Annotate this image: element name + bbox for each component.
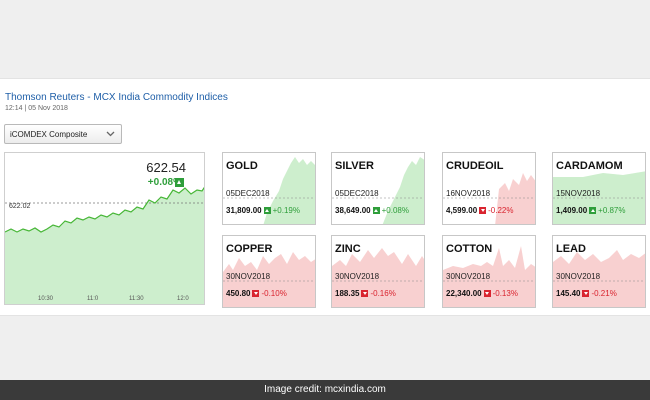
tile-lead[interactable]: LEAD 30NOV2018 145.40 -0.21% xyxy=(552,235,646,308)
cotton-sparkline xyxy=(443,246,535,307)
timestamp: 12:14 | 05 Nov 2018 xyxy=(5,105,68,112)
down-arrow-icon xyxy=(252,290,260,297)
tile-change: +0.08% xyxy=(381,206,409,215)
down-arrow-icon xyxy=(582,290,590,297)
down-arrow-icon xyxy=(483,290,491,297)
tile-change: -0.22% xyxy=(488,206,514,215)
tile-expiry: 16NOV2018 xyxy=(446,189,491,198)
tile-gold[interactable]: GOLD 05DEC2018 31,809.00 +0.19% xyxy=(222,152,316,225)
tile-cardamom[interactable]: CARDAMOM 15NOV2018 1,409.00 +0.87% xyxy=(552,152,646,225)
tile-name: CARDAMOM xyxy=(556,160,623,172)
tile-change: -0.16% xyxy=(370,289,396,298)
tile-name: LEAD xyxy=(556,243,586,255)
tile-copper[interactable]: COPPER 30NOV2018 450.80 -0.10% xyxy=(222,235,316,308)
tile-expiry: 30NOV2018 xyxy=(226,272,271,281)
tile-change: -0.13% xyxy=(492,289,518,298)
up-arrow-icon xyxy=(263,207,271,214)
tile-name: CRUDEOIL xyxy=(446,160,504,172)
tile-price: 38,649.00 xyxy=(335,206,371,215)
down-arrow-icon xyxy=(479,207,487,214)
composite-line xyxy=(5,186,204,233)
commodity-indices-panel: Thomson Reuters - MCX India Commodity In… xyxy=(0,78,650,316)
up-arrow-icon xyxy=(372,207,380,214)
cardamom-sparkline xyxy=(553,171,645,224)
tile-price: 188.35 xyxy=(335,289,360,298)
tile-expiry: 30NOV2018 xyxy=(335,272,380,281)
tile-expiry: 30NOV2018 xyxy=(446,272,491,281)
crudeoil-sparkline xyxy=(443,173,535,224)
up-arrow-icon xyxy=(175,178,184,187)
tile-price: 22,340.00 xyxy=(446,289,482,298)
tile-change: +0.19% xyxy=(272,206,300,215)
tile-name: SILVER xyxy=(335,160,374,172)
time-tick: 12:0 xyxy=(177,296,189,302)
prev-close-label: 622.02 xyxy=(9,203,31,210)
tile-cotton[interactable]: COTTON 30NOV2018 22,340.00 -0.13% xyxy=(442,235,536,308)
silver-sparkline xyxy=(332,157,424,224)
tile-change: +0.87% xyxy=(598,206,626,215)
tile-name: COPPER xyxy=(226,243,273,255)
tile-expiry: 05DEC2018 xyxy=(226,189,270,198)
tile-name: COTTON xyxy=(446,243,493,255)
tile-expiry: 05DEC2018 xyxy=(335,189,379,198)
composite-value: 622.54 xyxy=(146,160,186,175)
tile-name: GOLD xyxy=(226,160,258,172)
composite-change: +0.08% xyxy=(147,177,182,188)
widget-title[interactable]: Thomson Reuters - MCX India Commodity In… xyxy=(5,92,228,103)
tile-crudeoil[interactable]: CRUDEOIL 16NOV2018 4,599.00 -0.22% xyxy=(442,152,536,225)
tile-price: 450.80 xyxy=(226,289,251,298)
tile-change: -0.10% xyxy=(261,289,287,298)
chevron-down-icon xyxy=(106,131,115,137)
tile-expiry: 15NOV2018 xyxy=(556,189,601,198)
copper-sparkline xyxy=(223,252,315,307)
time-tick: 10:30 xyxy=(38,296,54,302)
composite-index-chart[interactable]: 622.54 +0.08% 622.02 10:30 11:0 11:30 12… xyxy=(4,152,205,305)
lead-sparkline xyxy=(553,250,645,307)
tile-name: ZINC xyxy=(335,243,361,255)
tile-price: 4,599.00 xyxy=(446,206,478,215)
tile-price: 1,409.00 xyxy=(556,206,588,215)
up-arrow-icon xyxy=(589,207,597,214)
index-dropdown[interactable]: iCOMDEX Composite xyxy=(4,124,122,144)
tile-expiry: 30NOV2018 xyxy=(556,272,601,281)
zinc-sparkline xyxy=(332,248,424,307)
tile-zinc[interactable]: ZINC 30NOV2018 188.35 -0.16% xyxy=(331,235,425,308)
gold-sparkline xyxy=(223,157,315,224)
composite-area xyxy=(5,188,204,304)
tile-silver[interactable]: SILVER 05DEC2018 38,649.00 +0.08% xyxy=(331,152,425,225)
index-dropdown-value: iCOMDEX Composite xyxy=(10,130,88,139)
composite-sparkline xyxy=(5,186,204,304)
tile-price: 145.40 xyxy=(556,289,581,298)
image-credit: Image credit: mcxindia.com xyxy=(0,380,650,400)
time-tick: 11:0 xyxy=(87,296,99,302)
tile-change: -0.21% xyxy=(591,289,617,298)
tile-price: 31,809.00 xyxy=(226,206,262,215)
down-arrow-icon xyxy=(361,290,369,297)
time-tick: 11:30 xyxy=(129,296,144,302)
